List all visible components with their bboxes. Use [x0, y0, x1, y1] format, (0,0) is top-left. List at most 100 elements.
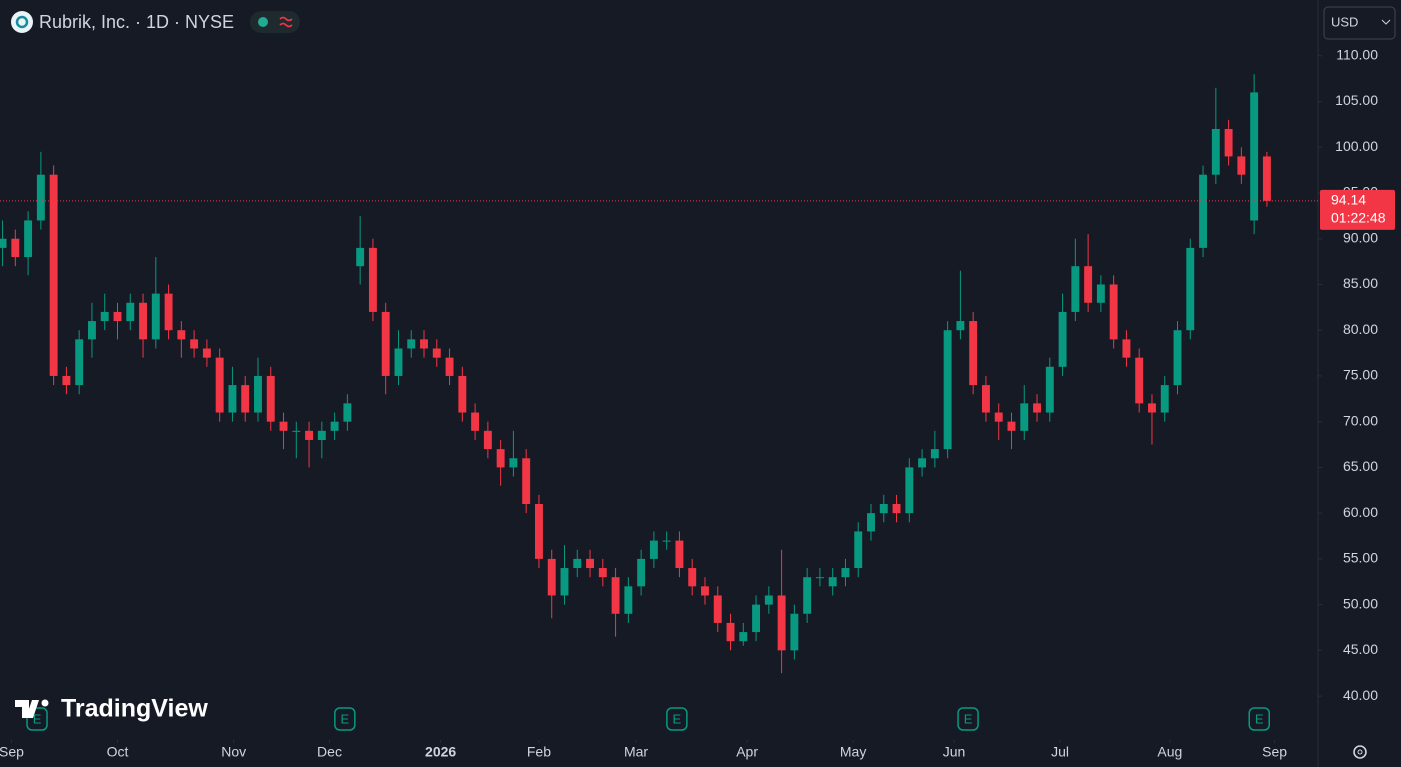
candle-body	[279, 421, 288, 431]
candle-body	[1186, 247, 1195, 331]
candle-body	[1122, 339, 1131, 358]
candle-body	[420, 339, 428, 349]
candle-body	[356, 247, 365, 267]
candle-body	[75, 339, 84, 386]
candle-body	[790, 613, 799, 651]
x-tick-label: Feb	[527, 744, 551, 760]
candle-body	[879, 504, 888, 514]
y-tick-label: 45.00	[1343, 641, 1378, 657]
candle-body	[113, 311, 122, 322]
x-tick-label: Nov	[221, 744, 246, 760]
candle-body	[1007, 421, 1016, 431]
candle-body	[49, 174, 58, 376]
candle-body	[126, 302, 135, 322]
candle-body	[841, 568, 850, 578]
watermark: TradingView	[61, 695, 208, 723]
candle-body	[815, 577, 824, 579]
settings-icon[interactable]	[1353, 745, 1367, 759]
y-tick-label: 100.00	[1335, 138, 1378, 154]
candle-body	[701, 586, 709, 596]
currency-select[interactable]	[1323, 6, 1396, 40]
symbol-logo	[11, 11, 33, 33]
settings-gear[interactable]	[1353, 745, 1367, 759]
candle-body	[777, 595, 786, 651]
earnings-marker	[666, 707, 688, 731]
candle-body	[407, 339, 416, 349]
candle-body	[803, 577, 812, 614]
x-tick-label: Jul	[1051, 744, 1069, 760]
candle-body	[177, 330, 186, 340]
candle-body	[688, 568, 697, 587]
y-tick-label: 40.00	[1343, 687, 1378, 703]
candle-body	[752, 604, 761, 633]
candle-body	[266, 375, 275, 422]
y-tick-label: 90.00	[1343, 229, 1378, 245]
candle-body	[867, 513, 875, 532]
candle-body	[905, 467, 914, 514]
candle-body	[560, 568, 569, 596]
candle-body	[24, 220, 33, 258]
candle-body	[930, 449, 939, 459]
x-tick-label: Mar	[624, 744, 648, 760]
candle-body	[969, 321, 978, 386]
candle-body	[483, 430, 492, 450]
candle-body	[534, 504, 543, 559]
candle-body	[598, 568, 607, 578]
candle-body	[458, 375, 467, 413]
x-tick-label: Aug	[1157, 744, 1182, 760]
candle-body	[471, 412, 480, 431]
candle-body	[1148, 403, 1156, 413]
market-status	[258, 17, 268, 27]
candle-body	[100, 311, 109, 322]
last-price-label: 94.14	[1331, 192, 1366, 208]
candle-body	[254, 375, 262, 413]
candle-body	[1020, 403, 1029, 431]
candle-body	[343, 403, 352, 422]
candle-body	[11, 238, 20, 258]
watermark-icon-dot	[41, 699, 49, 707]
countdown-label: 01:22:48	[1331, 210, 1386, 226]
candle-body	[739, 632, 748, 642]
candle-body	[317, 430, 326, 440]
candle-body	[918, 458, 927, 468]
candle-body	[611, 577, 620, 614]
candle-body	[1045, 366, 1054, 413]
candle-body	[1084, 266, 1093, 303]
candle-body	[649, 540, 658, 559]
y-tick-label: 105.00	[1335, 92, 1378, 108]
candle-body	[139, 302, 147, 340]
candle-body	[1058, 311, 1067, 367]
candle-body	[892, 504, 901, 514]
y-tick-label: 55.00	[1343, 550, 1378, 566]
y-tick-label: 65.00	[1343, 458, 1378, 474]
status-pill[interactable]	[250, 11, 300, 33]
candle-body	[956, 321, 965, 331]
settings-gear-center	[1357, 749, 1363, 755]
candle-body	[1096, 284, 1105, 303]
candle-body	[675, 540, 684, 569]
candle-body	[522, 458, 531, 505]
y-tick-label: 70.00	[1343, 412, 1378, 428]
chart-title[interactable]: Rubrik, Inc. · 1D · NYSE	[39, 12, 234, 32]
candle-body	[1135, 357, 1144, 404]
candle-body	[368, 247, 377, 312]
candle-body	[981, 385, 990, 413]
candle-body	[854, 531, 863, 569]
candle-body	[764, 595, 773, 605]
candle-body	[496, 449, 505, 468]
earnings-marker	[1248, 707, 1271, 731]
candle-body	[573, 558, 582, 569]
x-tick-label: Jun	[943, 744, 966, 760]
candle-body	[190, 339, 199, 349]
y-tick-label: 110.00	[1336, 47, 1378, 63]
candle-body	[1262, 156, 1271, 201]
candle-body	[164, 293, 173, 331]
watermark-logo	[15, 699, 49, 718]
candle-body	[994, 412, 1003, 422]
candle-body	[1109, 284, 1118, 340]
y-tick-label: 80.00	[1343, 321, 1378, 337]
